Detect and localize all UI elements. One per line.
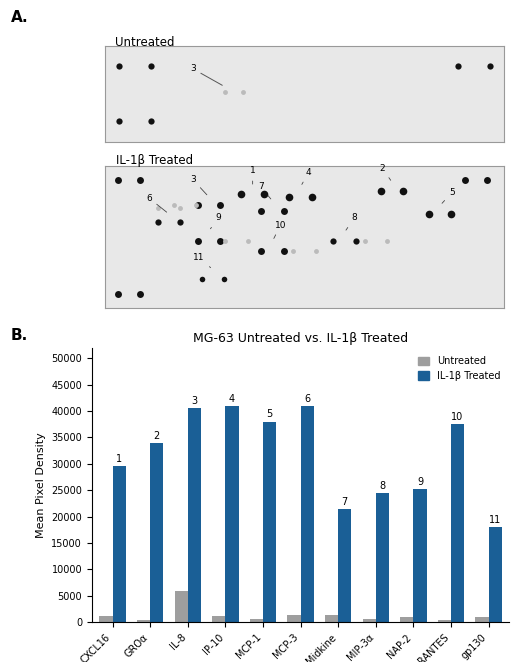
Bar	[451, 424, 464, 622]
Text: 1: 1	[116, 454, 122, 464]
Bar	[400, 617, 413, 622]
Bar	[112, 467, 125, 622]
Text: 11: 11	[489, 515, 501, 525]
Text: 2: 2	[154, 430, 160, 440]
Bar	[150, 443, 163, 622]
Bar	[175, 591, 188, 622]
Bar	[363, 619, 376, 622]
Bar	[250, 619, 263, 622]
Bar	[489, 527, 502, 622]
Text: 3: 3	[190, 64, 222, 85]
Text: 7: 7	[258, 182, 271, 199]
Bar	[413, 489, 426, 622]
Bar	[212, 616, 225, 622]
Bar	[287, 616, 300, 622]
Bar	[225, 406, 238, 622]
Legend: Untreated, IL-1β Treated: Untreated, IL-1β Treated	[414, 352, 505, 385]
Text: 7: 7	[342, 496, 348, 506]
Bar	[338, 508, 351, 622]
Bar	[137, 620, 150, 622]
Bar	[476, 617, 489, 622]
Bar	[376, 493, 389, 622]
Text: 1: 1	[250, 166, 256, 184]
Bar	[300, 406, 314, 622]
Text: 6: 6	[146, 193, 166, 212]
Text: 2: 2	[380, 164, 391, 180]
Text: 10: 10	[452, 412, 464, 422]
Text: 5: 5	[442, 188, 455, 203]
Text: Untreated: Untreated	[116, 36, 175, 50]
Text: 4: 4	[229, 393, 235, 404]
Text: A.: A.	[10, 10, 28, 25]
Text: 8: 8	[379, 481, 385, 491]
Text: 5: 5	[266, 409, 272, 420]
Text: 9: 9	[211, 213, 222, 229]
Text: IL-1β Treated: IL-1β Treated	[116, 154, 193, 167]
Text: 3: 3	[191, 396, 197, 406]
Text: B.: B.	[10, 328, 28, 343]
Text: 10: 10	[274, 220, 286, 238]
Text: 9: 9	[417, 477, 423, 487]
Bar	[438, 620, 451, 622]
Text: 4: 4	[302, 168, 311, 185]
Bar	[325, 615, 338, 622]
Bar	[188, 408, 201, 622]
Title: MG-63 Untreated vs. IL-1β Treated: MG-63 Untreated vs. IL-1β Treated	[193, 332, 408, 345]
Text: 3: 3	[190, 175, 207, 195]
Text: 11: 11	[193, 254, 211, 267]
Y-axis label: Mean Pixel Density: Mean Pixel Density	[36, 432, 46, 538]
Text: 8: 8	[346, 213, 357, 230]
Bar	[263, 422, 276, 622]
Bar	[99, 616, 112, 622]
Text: 6: 6	[304, 393, 310, 404]
